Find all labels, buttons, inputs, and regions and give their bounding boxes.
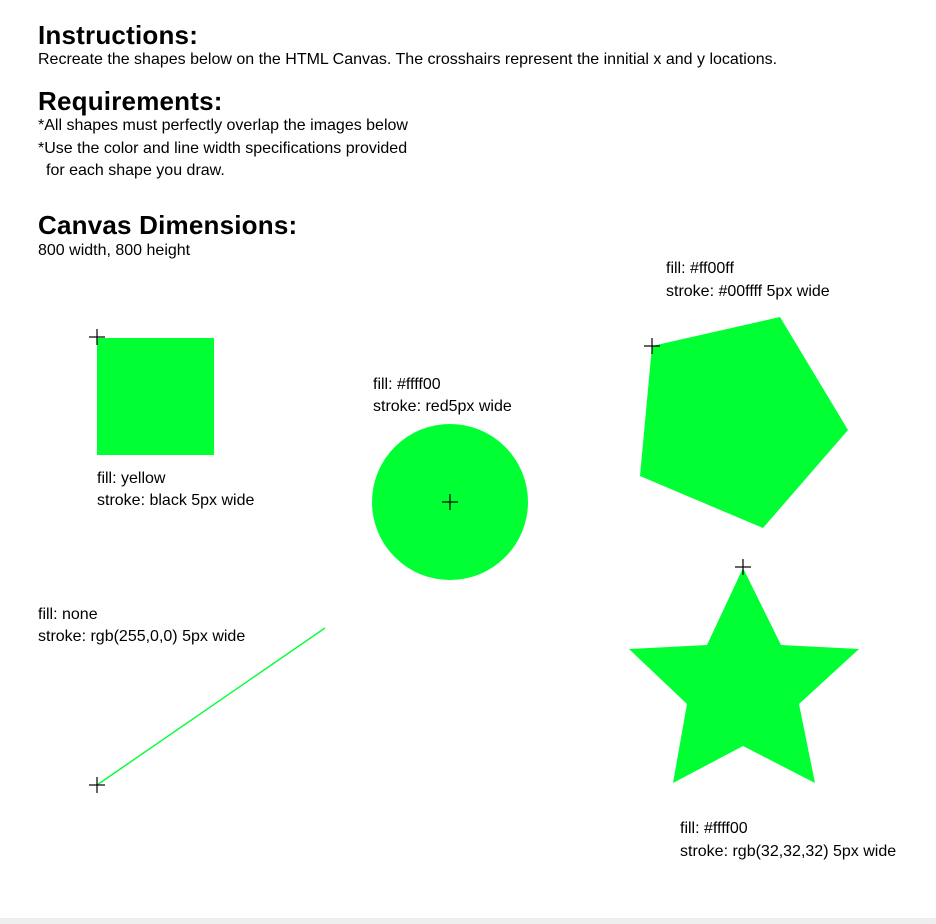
star-fill-label: fill: #ffff00 [680, 820, 748, 837]
pentagon-fill-label: fill: #ff00ff [666, 260, 734, 277]
square-fill-label: fill: yellow [97, 470, 166, 487]
line-stroke-label: stroke: rgb(255,0,0) 5px wide [38, 628, 246, 645]
square-crosshair-icon [89, 329, 105, 345]
bottom-divider [0, 918, 936, 924]
canvas-dimensions-heading: Canvas Dimensions: [38, 210, 298, 240]
instructions-heading: Instructions: [38, 20, 199, 50]
circle-stroke-label: stroke: red5px wide [373, 398, 512, 415]
star-stroke-label: stroke: rgb(32,32,32) 5px wide [680, 843, 897, 860]
line-crosshair-icon [89, 777, 105, 793]
requirements-heading: Requirements: [38, 86, 223, 116]
square-shape [97, 338, 214, 455]
star-crosshair-icon [735, 559, 751, 575]
canvas-dimensions-text: 800 width, 800 height [38, 242, 191, 259]
circle-crosshair-icon [442, 494, 458, 510]
pentagon-shape [640, 317, 848, 528]
pentagon-stroke-label: stroke: #00ffff 5px wide [666, 283, 830, 300]
line-fill-label: fill: none [38, 606, 98, 623]
instructions-text: Recreate the shapes below on the HTML Ca… [38, 51, 778, 68]
pentagon-crosshair-icon [644, 338, 660, 354]
square-stroke-label: stroke: black 5px wide [97, 492, 255, 509]
requirement-line-1: *All shapes must perfectly overlap the i… [38, 117, 408, 134]
star-shape [629, 568, 859, 783]
requirement-line-2: *Use the color and line width specificat… [38, 140, 408, 157]
requirement-line-3: for each shape you draw. [46, 162, 225, 179]
circle-fill-label: fill: #ffff00 [373, 376, 441, 393]
line-shape [96, 627, 326, 786]
